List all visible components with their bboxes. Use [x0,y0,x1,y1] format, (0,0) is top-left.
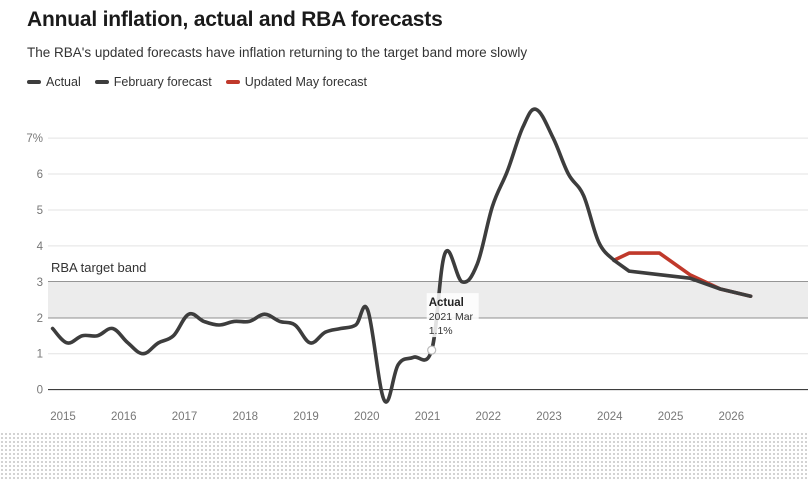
x-tick-label: 2017 [172,411,198,423]
legend-swatch-february-forecast [94,80,109,84]
tooltip-value: 1.1% [429,325,453,337]
x-tick-label: 2025 [658,411,684,423]
y-tick-label: 1 [37,349,43,361]
inflation-line-chart: RBA target band 7% 6 5 4 3 2 1 0 2015 2016 2017 201… [26,107,808,423]
legend: Actual February forecast Updated May for… [27,75,367,89]
x-tick-label: 2018 [232,411,258,423]
tooltip-layer: Actual 2021 Mar 1.1% [426,293,479,355]
y-tick-label: 0 [37,385,43,397]
series-line-february-forecast [612,258,753,298]
dither-overlay [0,432,808,481]
tooltip-box [426,293,479,338]
legend-item-february-forecast[interactable]: February forecast [94,75,212,89]
x-tick-label: 2023 [536,411,562,423]
chart-title: Annual inflation, actual and RBA forecas… [27,8,443,31]
y-tick-label: 6 [37,169,43,181]
tick-layer: 7% 6 5 4 3 2 1 0 2015 2016 2017 2018 2019 2020 2021 202… [26,133,744,423]
y-tick-label: 7% [26,133,43,145]
legend-swatch-may-forecast [225,80,240,84]
legend-item-may-forecast[interactable]: Updated May forecast [225,75,368,89]
x-tick-label: 2022 [475,411,501,423]
legend-item-actual[interactable]: Actual [27,75,81,89]
y-tick-label: 3 [37,277,43,289]
chart-subtitle: The RBA's updated forecasts have inflati… [27,45,528,60]
x-tick-label: 2015 [50,411,76,423]
legend-label-actual: Actual [46,75,81,89]
x-tick-label: 2021 [415,411,441,423]
x-tick-label: 2019 [293,411,319,423]
series-layer [50,107,753,404]
x-tick-label: 2026 [719,411,745,423]
tooltip-period: 2021 Mar [429,311,474,323]
legend-swatch-actual [27,80,41,84]
y-tick-label: 2 [37,313,43,325]
x-tick-label: 2020 [354,411,380,423]
target-band-label: RBA target band [51,260,146,275]
series-line-actual [50,107,616,404]
y-tick-label: 5 [37,205,43,217]
y-tick-label: 4 [37,241,44,253]
x-tick-label: 2024 [597,411,623,423]
legend-label-may-forecast: Updated May forecast [244,75,368,89]
tooltip-marker [427,345,437,355]
tooltip-title: Actual [429,297,464,309]
legend-label-february-forecast: February forecast [113,75,212,89]
x-tick-label: 2016 [111,411,137,423]
